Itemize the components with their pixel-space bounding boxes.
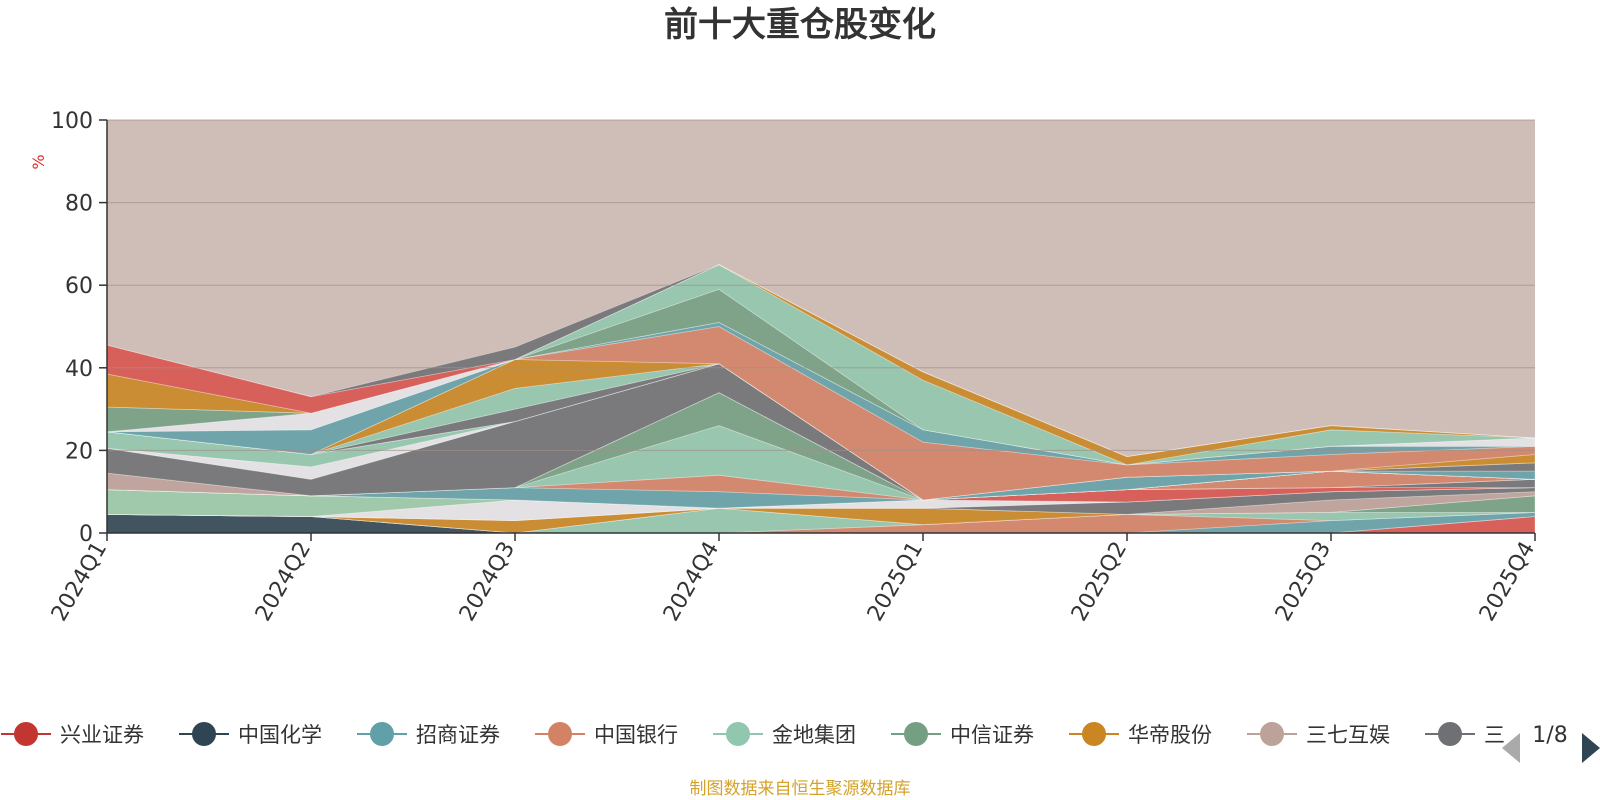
legend-marker-5 (904, 722, 928, 746)
legend-label-6: 华帝股份 (1128, 723, 1212, 747)
y-tick-label-0: 0 (79, 522, 93, 547)
legend-label-5: 中信证券 (950, 723, 1034, 747)
y-tick-label-60: 60 (65, 274, 93, 299)
legend-item-2[interactable]: 招商证券 (357, 722, 500, 747)
legend-item-1[interactable]: 中国化学 (179, 722, 322, 747)
legend-marker-2 (370, 722, 394, 746)
legend-label-3: 中国银行 (594, 723, 678, 747)
legend-label-2: 招商证券 (416, 723, 500, 747)
legend-item-7[interactable]: 三七互娱 (1247, 722, 1390, 747)
legend-label-7: 三七互娱 (1306, 723, 1390, 747)
pager-next-icon[interactable] (1582, 733, 1600, 763)
gridlines (107, 119, 1535, 451)
x-axis: 2024Q1 2024Q2 2024Q3 2024Q4 2025Q1 2025Q2 2025… (47, 532, 1540, 626)
x-tick-label-2024Q4: 2024Q4 (659, 538, 724, 626)
area-series-7 (106, 491, 1536, 522)
legend-marker-3 (548, 722, 572, 746)
x-tick-label-2025Q3: 2025Q3 (1271, 538, 1336, 626)
legend-item-0[interactable]: 兴业证券 (1, 722, 144, 747)
legend-marker-8 (1438, 722, 1462, 746)
legend-marker-0 (14, 722, 38, 746)
data-source-note: 制图数据来自恒生聚源数据库 (690, 779, 911, 799)
y-tick-label-100: 100 (51, 109, 93, 134)
chart-title: 前十大重仓股变化 (664, 5, 936, 45)
x-tick-label-2025Q1: 2025Q1 (863, 538, 928, 626)
area-series-32 (106, 264, 1536, 458)
legend-item-6[interactable]: 华帝股份 (1069, 722, 1212, 747)
legend-item-8[interactable]: 三 (1425, 722, 1505, 747)
legend-label-8: 三 (1484, 723, 1505, 747)
y-tick-label-80: 80 (65, 192, 93, 217)
legend-marker-6 (1082, 722, 1106, 746)
y-tick-label-40: 40 (65, 357, 93, 382)
y-tick-label-20: 20 (65, 439, 93, 464)
y-axis-unit: % (29, 154, 48, 169)
x-tick-label-2025Q2: 2025Q2 (1067, 538, 1132, 626)
legend-marker-1 (192, 722, 216, 746)
legend-label-4: 金地集团 (772, 723, 856, 747)
x-tick-label-2024Q2: 2024Q2 (251, 538, 316, 626)
y-axis: 0 20 40 60 80 100 (51, 109, 108, 547)
legend-label-0: 兴业证券 (60, 723, 144, 747)
area-series-27 (106, 321, 1536, 466)
pager-page-indicator: 1/8 (1532, 723, 1567, 748)
pager-prev-icon[interactable] (1502, 733, 1520, 763)
x-tick-label-2025Q4: 2025Q4 (1475, 538, 1540, 626)
legend-item-3[interactable]: 中国银行 (535, 722, 678, 747)
x-tick-label-2024Q1: 2024Q1 (47, 538, 112, 626)
legend-marker-7 (1260, 722, 1284, 746)
legend-item-5[interactable]: 中信证券 (891, 722, 1034, 747)
legend-marker-4 (726, 722, 750, 746)
legend-pager: 1/8 (1502, 723, 1600, 763)
legend: 兴业证券 中国化学 招商证券 中国银行 金地集团 中信证券 华帝股份 三七互娱 三 (1, 722, 1505, 747)
legend-label-1: 中国化学 (238, 723, 322, 747)
area-series-group (106, 264, 1536, 534)
x-tick-label-2024Q3: 2024Q3 (455, 538, 520, 626)
legend-item-4[interactable]: 金地集团 (713, 722, 856, 747)
area-series-8 (106, 487, 1536, 522)
